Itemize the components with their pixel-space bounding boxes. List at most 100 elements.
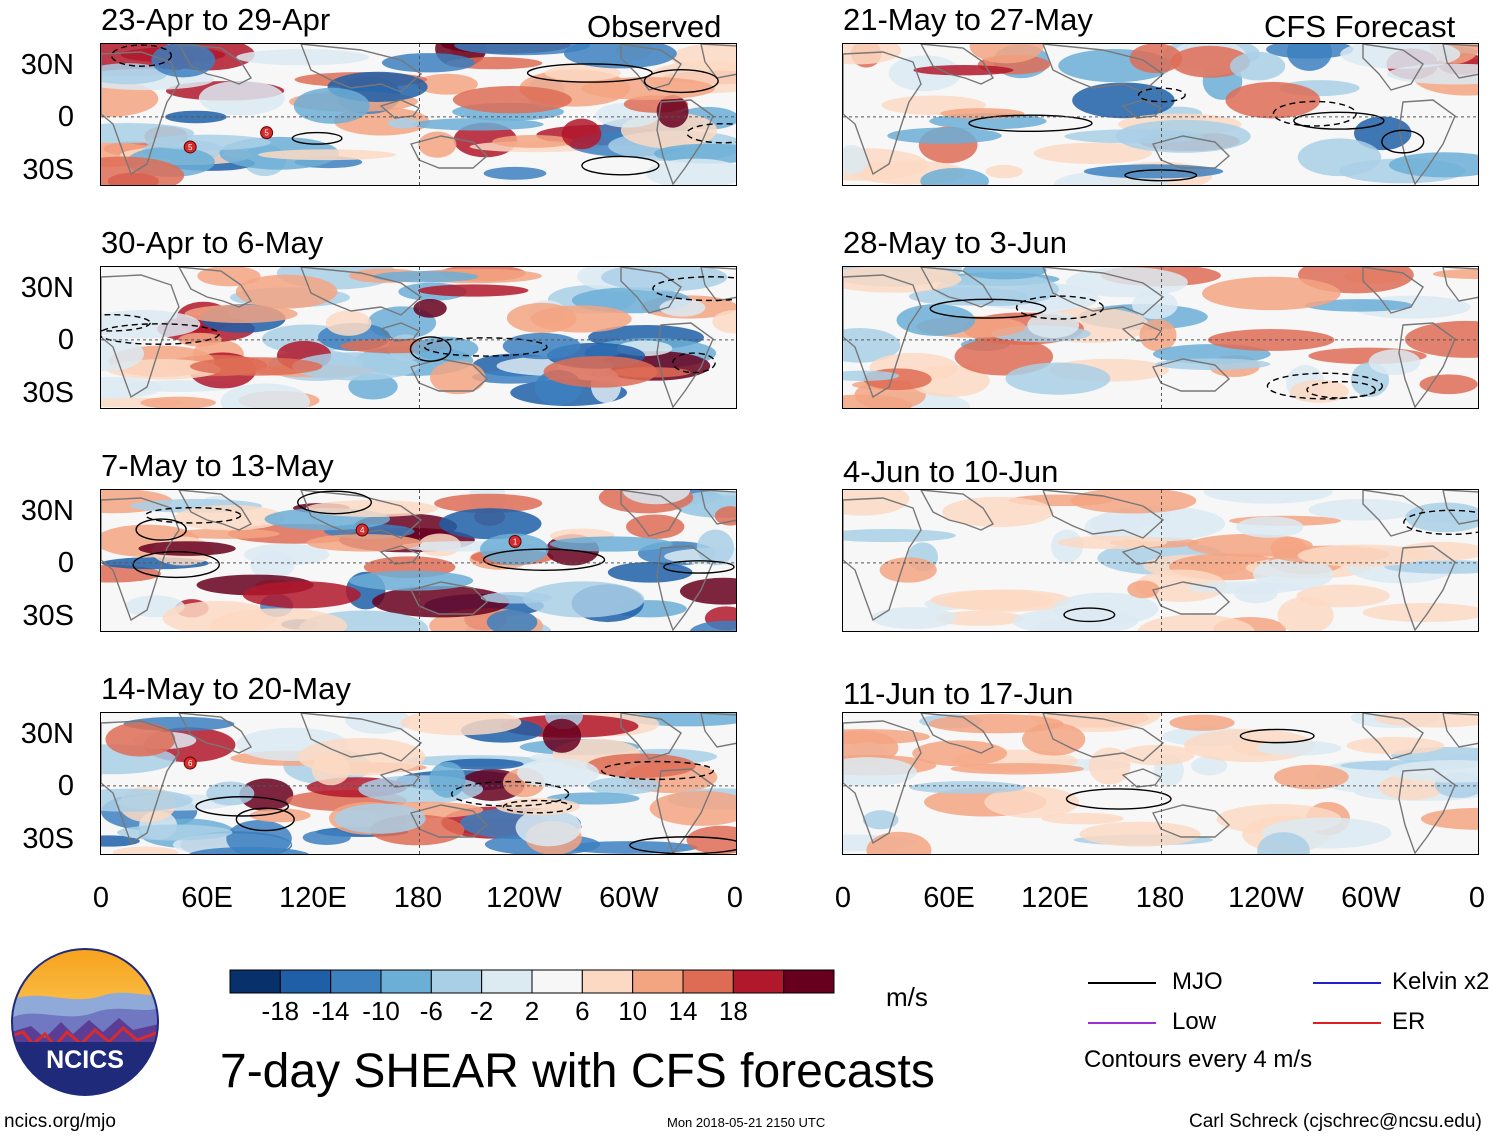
lon-label: 120E	[1021, 882, 1089, 914]
mjo-contour	[968, 114, 1093, 133]
shear-anomaly-blob	[523, 581, 645, 618]
lon-label: 0	[834, 882, 852, 914]
coastline	[843, 720, 922, 845]
shear-anomaly-blob	[430, 360, 486, 395]
shear-anomaly-blob	[483, 166, 547, 180]
lon-label: 0	[726, 882, 744, 914]
shear-anomaly-blob	[1297, 544, 1428, 567]
mjo-contour	[1403, 509, 1478, 536]
coastline	[1151, 804, 1231, 838]
shear-anomaly-blob	[411, 118, 544, 131]
coastline	[656, 99, 714, 185]
lon-label: 120E	[279, 882, 347, 914]
credit: Carl Schreck (cjschrec@ncsu.edu)	[1189, 1111, 1482, 1132]
shear-anomaly-blob	[258, 149, 396, 161]
colorbar-box	[632, 969, 684, 994]
coastline	[379, 99, 421, 119]
lat-label-30n: 30N	[20, 49, 74, 81]
mjo-contour	[643, 68, 719, 94]
lat-label-30n: 30N	[20, 718, 74, 750]
shear-anomaly-blob	[101, 835, 140, 847]
legend-line-mjo	[1088, 982, 1156, 984]
shear-anomaly-blob	[348, 570, 474, 591]
shear-anomaly-blob	[105, 722, 176, 757]
shear-anomaly-blob	[381, 53, 475, 73]
shear-anomaly-blob	[843, 394, 913, 408]
mjo-contour	[601, 760, 715, 781]
shear-anomaly-blob	[116, 824, 233, 841]
shear-anomaly-blob	[165, 110, 227, 124]
legend-label-mjo: MJO	[1172, 968, 1223, 995]
shear-anomaly-blob	[920, 167, 989, 185]
lat-label-30s: 30S	[22, 600, 74, 632]
coastline	[409, 804, 489, 838]
colorbar-tick-label: 14	[668, 996, 698, 1026]
logo-text: NCICS	[46, 1046, 124, 1074]
shear-anomaly-blob	[530, 305, 632, 333]
shear-anomaly-blob	[413, 299, 447, 318]
coastline	[409, 581, 489, 615]
shear-anomaly-blob	[140, 396, 216, 408]
coastline	[379, 322, 421, 342]
mjo-contour	[1266, 372, 1383, 400]
shear-anomaly-blob	[439, 508, 542, 540]
colorbar-box	[330, 969, 382, 994]
coastline	[620, 44, 682, 91]
coastline	[1398, 768, 1456, 854]
colorbar-tick-label: -18	[261, 996, 300, 1026]
coastline	[700, 267, 736, 302]
shear-anomaly-blob	[439, 758, 524, 770]
timestamp: Mon 2018-05-21 2150 UTC	[667, 1115, 826, 1130]
coastline	[656, 322, 714, 408]
shear-anomaly-blob	[626, 514, 685, 539]
ncics-logo: NCICS	[11, 948, 159, 1096]
coastline	[700, 713, 736, 748]
mjo-contour	[526, 63, 653, 83]
panel-title-8: 11-Jun to 17-Jun	[843, 676, 1074, 711]
shear-anomaly-blob	[311, 753, 350, 786]
shear-anomaly-blob	[1230, 51, 1286, 81]
coastline	[101, 497, 180, 622]
website-link[interactable]: ncics.org/mjo	[4, 1111, 116, 1132]
shear-anomaly-blob	[198, 80, 285, 116]
coastline	[101, 51, 180, 176]
shear-anomaly-blob	[649, 790, 736, 826]
shear-anomaly-blob	[242, 581, 361, 609]
mjo-contour	[423, 337, 548, 357]
shear-anomaly-blob	[1386, 63, 1478, 85]
coastline	[1398, 545, 1456, 631]
shear-anomaly-blob	[480, 591, 553, 604]
mjo-contour	[1381, 129, 1425, 154]
shear-anomaly-blob	[400, 713, 522, 736]
shear-anomaly-blob	[305, 500, 439, 518]
shear-anomaly-blob	[1225, 81, 1321, 119]
shear-anomaly-blob	[174, 504, 285, 531]
shear-anomaly-blob	[1340, 44, 1461, 69]
map-panel-8	[842, 712, 1479, 855]
shear-anomaly-blob	[1286, 44, 1332, 71]
mjo-contour	[1306, 380, 1376, 399]
map-panel-7	[842, 489, 1479, 632]
shear-anomaly-blob	[1137, 614, 1255, 631]
shear-anomaly-blob	[239, 778, 294, 812]
lon-label: 60E	[181, 882, 233, 914]
shear-anomaly-blob	[909, 364, 990, 398]
coastline	[409, 135, 489, 169]
mjo-contour	[629, 836, 736, 854]
shear-anomaly-blob	[1057, 535, 1168, 550]
coastline	[920, 44, 995, 85]
colorbar-box	[581, 969, 634, 994]
shear-anomaly-blob	[1135, 569, 1227, 602]
coastline	[920, 490, 995, 531]
shear-anomaly-blob	[1127, 580, 1160, 599]
coastline	[920, 267, 995, 308]
panel-title-7: 4-Jun to 10-Jun	[843, 454, 1059, 489]
coastline	[178, 490, 253, 531]
mjo-contour	[502, 799, 573, 814]
mjo-contour	[482, 548, 606, 571]
coastline	[1042, 267, 1165, 316]
shear-anomaly-blob	[607, 562, 693, 583]
shear-anomaly-blob	[1297, 138, 1382, 177]
shear-anomaly-blob	[686, 825, 736, 854]
coastline	[379, 545, 421, 565]
